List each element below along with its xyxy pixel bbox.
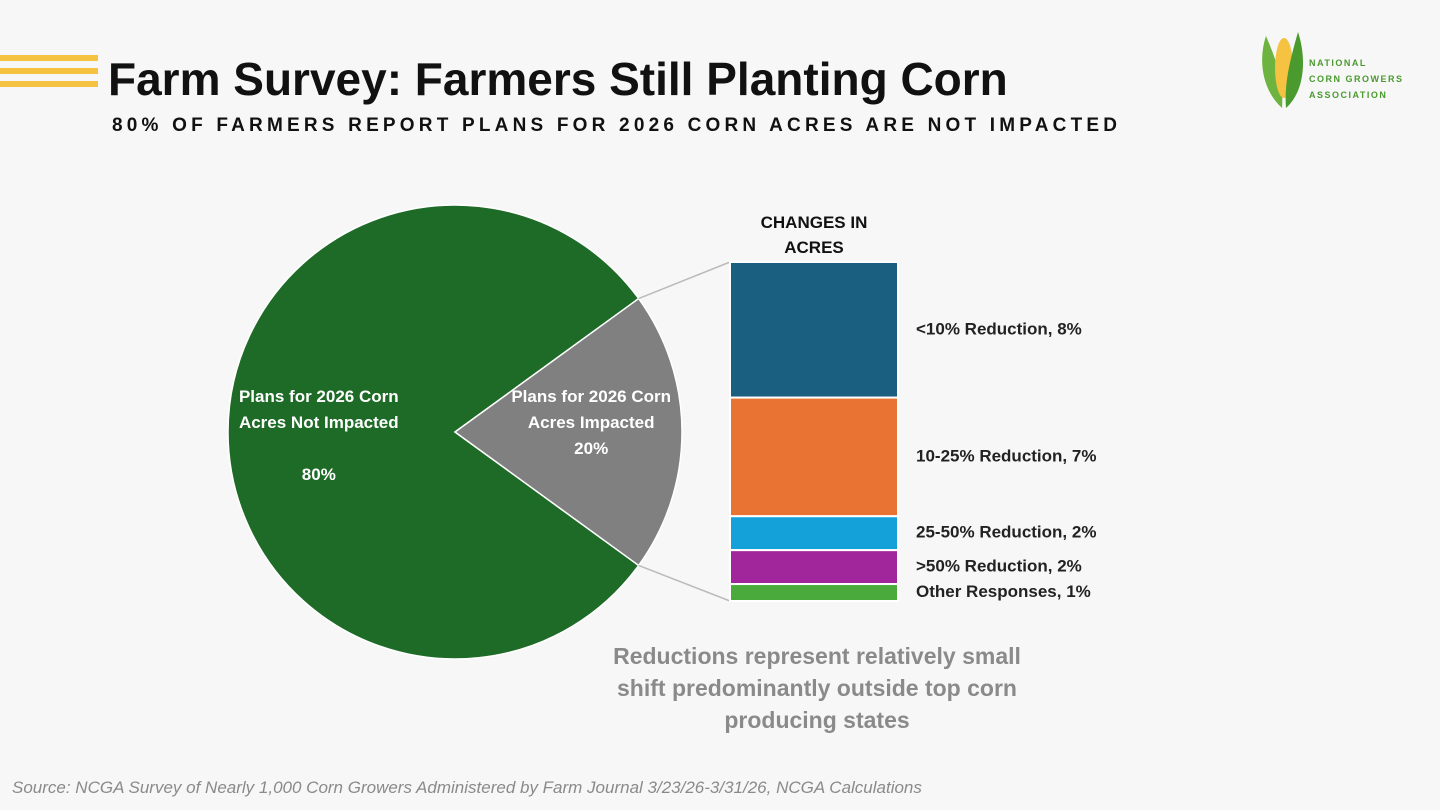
title: Farm Survey: Farmers Still Planting Corn <box>108 53 1008 105</box>
segment-label: >50% Reduction, 2% <box>916 557 1082 576</box>
slice-value: 20% <box>574 439 609 458</box>
stripe <box>0 55 98 61</box>
bar-title: CHANGES IN ACRES <box>760 213 868 257</box>
source: Source: NCGA Survey of Nearly 1,000 Corn… <box>12 778 922 797</box>
connector <box>638 261 731 300</box>
connector <box>638 564 731 602</box>
logo-text: NATIONAL <box>1309 58 1367 68</box>
stripe <box>0 81 98 87</box>
slice-value: 80% <box>301 465 336 484</box>
bar-segment <box>729 583 899 602</box>
logo-text: ASSOCIATION <box>1309 90 1387 100</box>
logo-icon <box>1262 32 1303 108</box>
segment-label: 25-50% Reduction, 2% <box>916 523 1096 542</box>
pie-slice <box>453 297 683 567</box>
subtitle: 80% OF FARMERS REPORT PLANS FOR 2026 COR… <box>112 115 1121 136</box>
bar-segment <box>729 261 899 399</box>
segment-label: Other Responses, 1% <box>916 582 1091 601</box>
bar-segment <box>729 515 899 552</box>
logo-text: CORN GROWERS <box>1309 74 1404 84</box>
slice-label: Plans for 2026 Corn Acres Impacted <box>511 387 672 432</box>
stripe <box>0 68 98 74</box>
annotation: Reductions represent relatively small sh… <box>613 643 1021 733</box>
slice-label: Plans for 2026 Corn Acres Not Impacted <box>238 387 399 432</box>
pie-slice <box>227 204 640 660</box>
bar-segment <box>729 396 899 518</box>
bar-segment <box>729 549 899 586</box>
segment-label: <10% Reduction, 8% <box>916 319 1082 338</box>
segment-label: 10-25% Reduction, 7% <box>916 446 1096 465</box>
